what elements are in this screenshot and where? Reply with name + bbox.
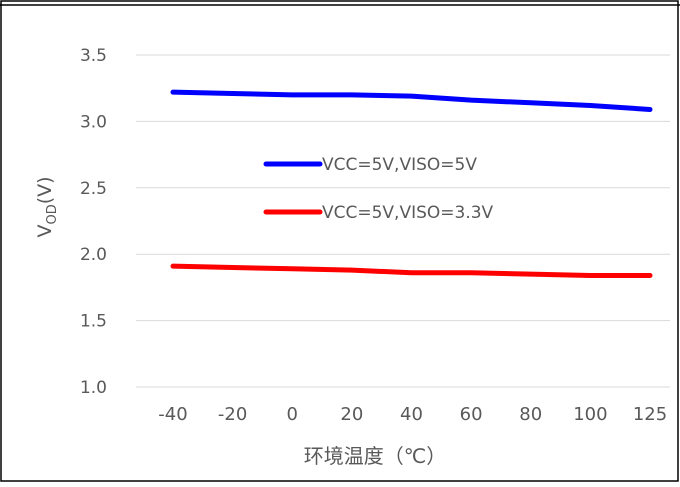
- y-tick-label: 3.5: [80, 46, 107, 66]
- x-tick-label: 80: [519, 404, 542, 425]
- y-axis-label-sub: OD: [45, 204, 60, 224]
- y-tick-label: 1.5: [80, 312, 107, 332]
- series-line-1: [170, 89, 653, 112]
- x-tick-labels: -40 -20 0 20 40 60 80 100 125: [158, 404, 667, 425]
- y-tick-label: 2.5: [80, 179, 107, 199]
- legend-label-1: VCC=5V,VISO=5V: [322, 155, 477, 175]
- x-tick-label: 0: [287, 404, 298, 425]
- y-tick-label: 2.0: [80, 245, 107, 265]
- x-tick-label: 40: [400, 404, 423, 425]
- x-tick-label: 60: [460, 404, 483, 425]
- legend: VCC=5V,VISO=5V VCC=5V,VISO=3.3V: [263, 155, 494, 223]
- y-axis-label-unit: (V): [34, 176, 56, 204]
- x-axis-label: 环境温度（℃）: [304, 444, 446, 468]
- y-tick-label: 3.0: [80, 112, 107, 132]
- legend-label-2: VCC=5V,VISO=3.3V: [322, 203, 494, 223]
- x-tick-label: 100: [573, 404, 607, 425]
- x-tick-label: 125: [633, 404, 667, 425]
- y-tick-label: 1.0: [80, 378, 107, 398]
- gridlines: [136, 54, 670, 388]
- x-tick-label: 20: [340, 404, 363, 425]
- series-lines: [170, 89, 653, 278]
- y-tick-labels: 1.0 1.5 2.0 2.5 3.0 3.5: [80, 46, 107, 398]
- y-axis-label: VOD(V): [34, 176, 60, 237]
- x-tick-label: -20: [218, 404, 247, 425]
- series-line-2: [170, 263, 653, 278]
- y-axis-label-main: V: [34, 225, 56, 238]
- x-tick-label: -40: [158, 404, 187, 425]
